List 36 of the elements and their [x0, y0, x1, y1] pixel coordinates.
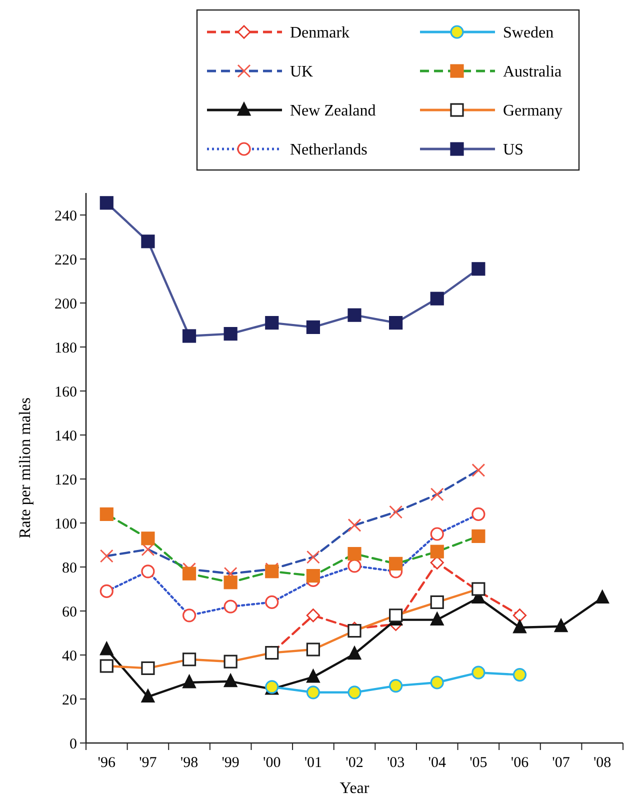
- x-tick-label: '97: [139, 755, 158, 771]
- x-tick-label: '99: [222, 755, 240, 771]
- x-tick-label: '06: [510, 755, 530, 771]
- x-tick-label: '01: [304, 755, 322, 771]
- legend-label: US: [503, 142, 524, 159]
- y-tick-label: 140: [54, 428, 77, 444]
- y-tick-label: 180: [54, 340, 77, 356]
- x-axis-title: Year: [340, 780, 370, 797]
- x-tick-label: '02: [346, 755, 364, 771]
- y-tick-label: 160: [54, 384, 77, 400]
- x-tick-label: '07: [552, 755, 570, 771]
- legend-label: New Zealand: [290, 102, 376, 120]
- y-axis-title: Rate per milion males: [17, 398, 34, 538]
- y-tick-label: 80: [62, 560, 77, 576]
- legend-label: Germany: [503, 102, 563, 120]
- x-tick-label: '96: [98, 755, 116, 771]
- y-tick-label: 20: [62, 692, 77, 708]
- y-tick-label: 40: [62, 648, 77, 664]
- legend-label: Netherlands: [290, 142, 368, 159]
- x-tick-label: '98: [180, 755, 198, 771]
- legend-label: UK: [290, 64, 314, 81]
- legend-label: Denmark: [290, 24, 350, 42]
- legend-label: Australia: [503, 64, 562, 81]
- x-tick-label: '05: [470, 755, 488, 771]
- legend-label: Sweden: [503, 24, 554, 42]
- y-tick-label: 240: [54, 208, 77, 224]
- y-tick-label: 220: [54, 252, 77, 268]
- y-tick-label: 200: [54, 296, 77, 312]
- x-tick-label: '00: [263, 755, 281, 771]
- y-tick-label: 100: [54, 516, 77, 532]
- x-tick-label: '03: [386, 755, 405, 771]
- y-tick-label: 120: [54, 472, 77, 488]
- y-tick-label: 0: [70, 736, 77, 752]
- x-tick-label: '04: [428, 755, 446, 771]
- x-tick-label: '08: [593, 755, 612, 771]
- y-tick-label: 60: [62, 604, 77, 620]
